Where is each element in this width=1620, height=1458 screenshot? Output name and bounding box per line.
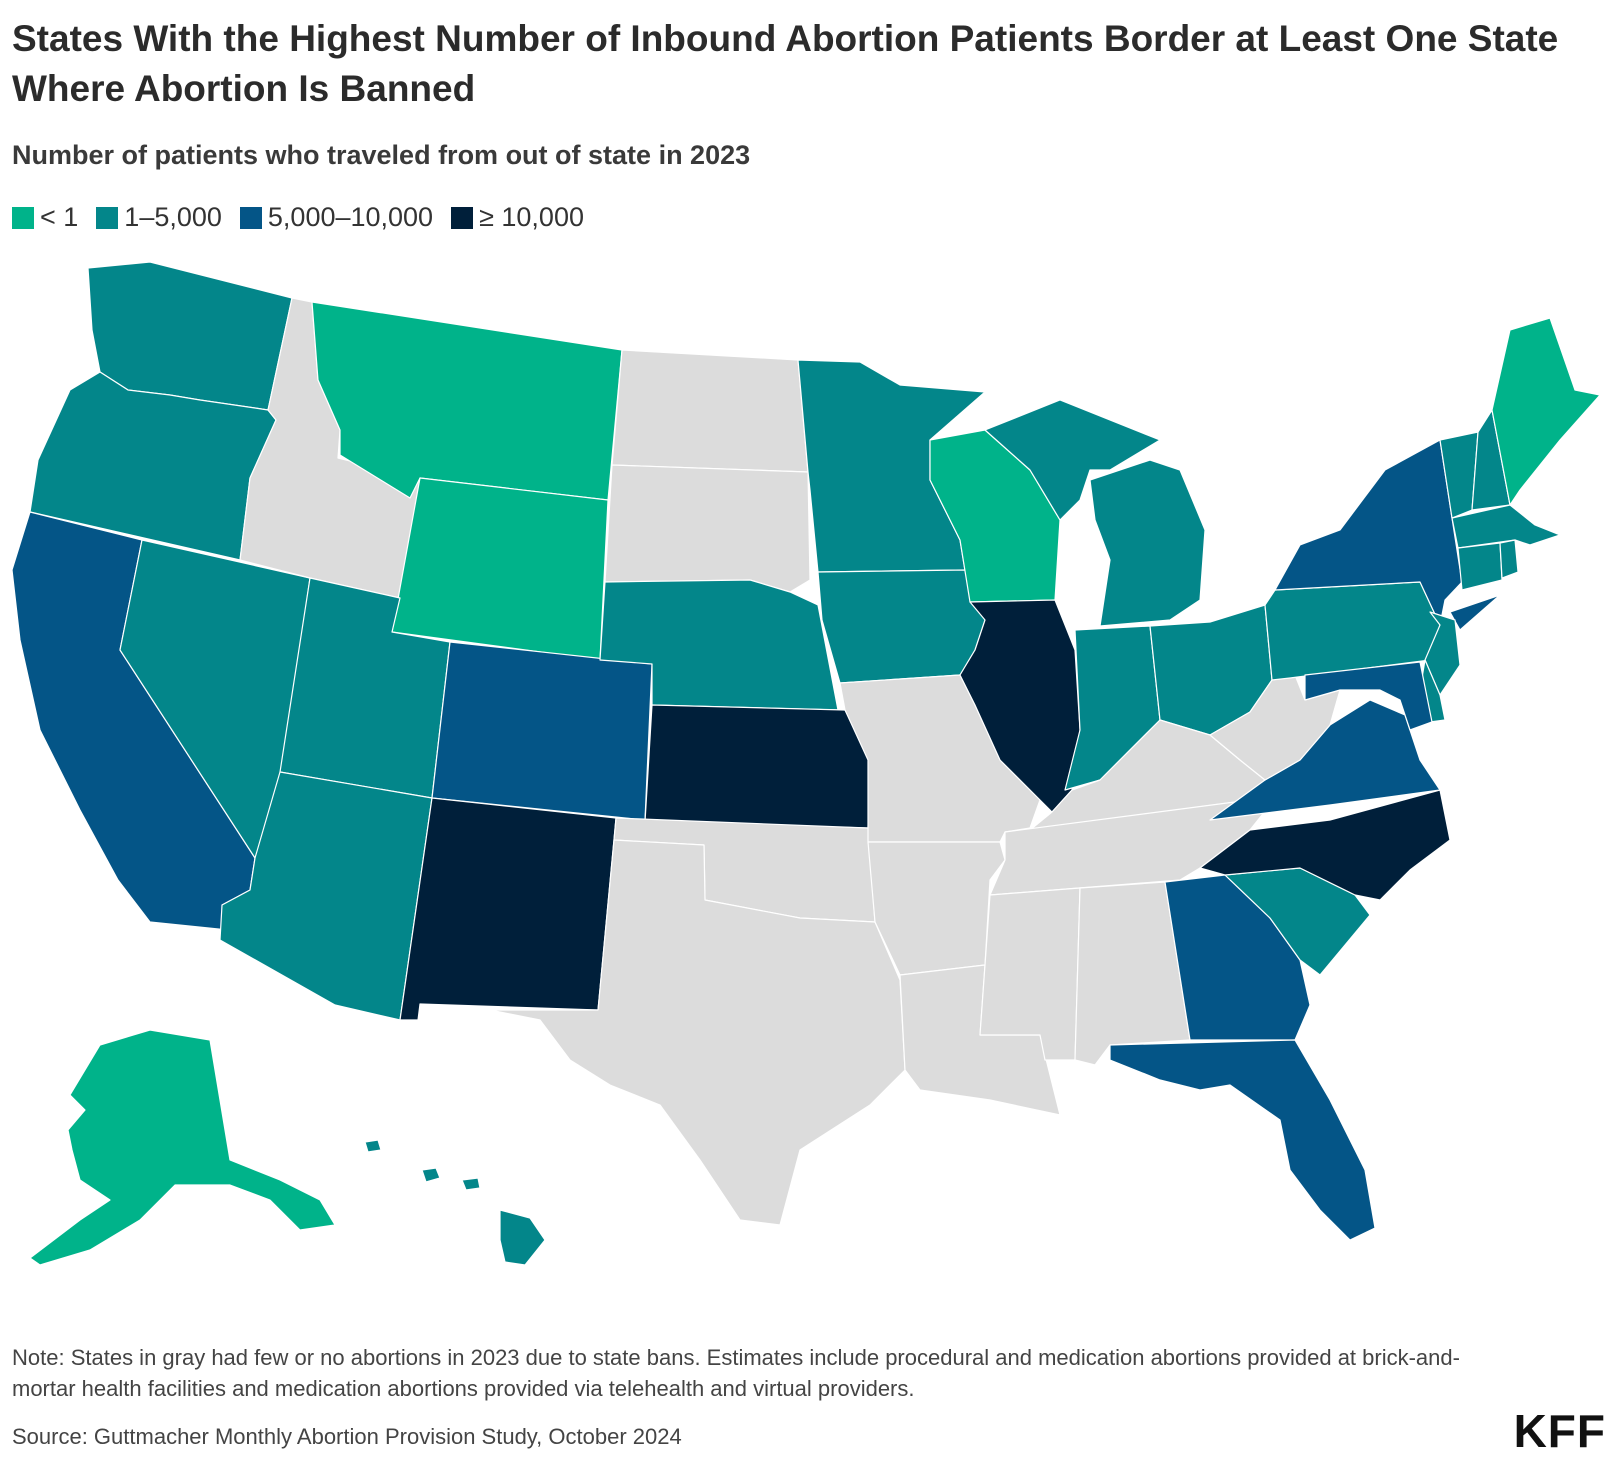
state-FL[interactable] [1109, 1039, 1376, 1241]
state-AK[interactable] [29, 1029, 336, 1266]
state-TX[interactable] [489, 839, 906, 1226]
state-NC[interactable] [1199, 789, 1451, 901]
state-CO[interactable] [431, 641, 653, 821]
legend-item-1-5000: 1–5,000 [96, 202, 222, 233]
chart-title: States With the Highest Number of Inboun… [12, 18, 1559, 109]
state-ND[interactable] [611, 349, 809, 473]
state-ME[interactable] [1491, 317, 1601, 506]
legend-label-lt1: < 1 [40, 202, 79, 232]
state-HI[interactable] [364, 1139, 546, 1266]
legend-swatch-5000-10000 [239, 206, 262, 229]
legend-swatch-1-5000 [96, 206, 119, 229]
state-KS[interactable] [644, 704, 871, 829]
footnote: Note: States in gray had few or no abort… [12, 1345, 1460, 1401]
state-MD[interactable] [1304, 661, 1433, 731]
legend-label-1-5000: 1–5,000 [124, 202, 222, 232]
us-states-map [11, 261, 1601, 1266]
legend-label-5000-10000: 5,000–10,000 [267, 202, 434, 232]
state-WY[interactable] [391, 477, 609, 661]
legend-item-lt1: < 1 [12, 202, 78, 233]
kff-logo: KFF [1513, 1405, 1606, 1457]
state-IL[interactable] [959, 599, 1081, 813]
state-NM[interactable] [399, 797, 617, 1021]
legend-label-gte10000: ≥ 10,000 [479, 202, 584, 232]
legend-item-5000-10000: 5,000–10,000 [239, 202, 434, 233]
source-text: Source: Guttmacher Monthly Abortion Prov… [12, 1424, 682, 1449]
state-MS[interactable] [979, 887, 1081, 1061]
legend-item-gte10000: ≥ 10,000 [451, 202, 584, 233]
state-MI[interactable] [984, 399, 1206, 627]
state-RI[interactable] [1499, 539, 1519, 579]
chart-subtitle: Number of patients who traveled from out… [12, 140, 751, 170]
legend: < 1 1–5,000 5,000–10,000 ≥ 10,000 [12, 202, 602, 233]
legend-swatch-gte10000 [451, 206, 474, 229]
state-SD[interactable] [604, 464, 811, 593]
state-CT[interactable] [1457, 542, 1503, 591]
legend-swatch-lt1 [12, 206, 34, 229]
state-IA[interactable] [817, 569, 986, 684]
